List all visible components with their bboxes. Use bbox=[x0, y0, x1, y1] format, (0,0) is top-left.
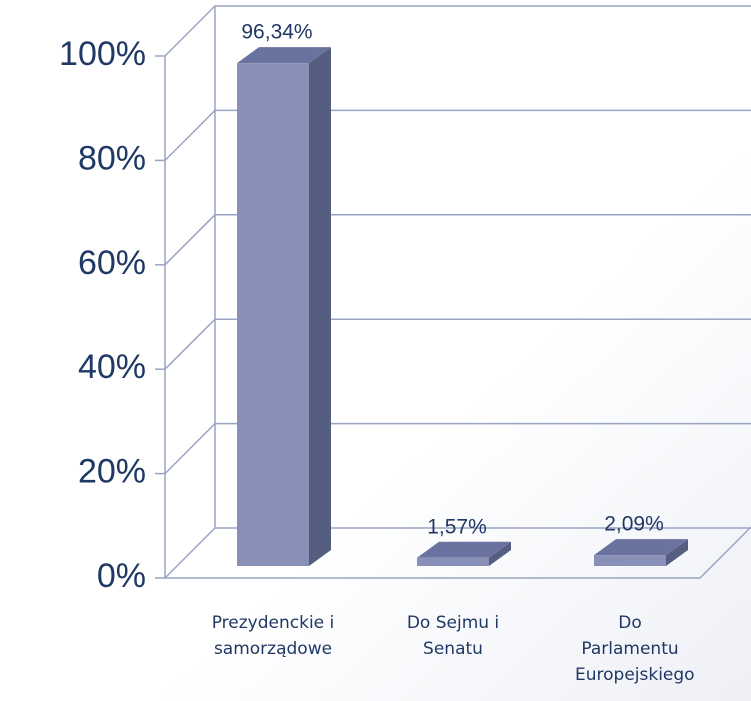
bar-top bbox=[417, 541, 511, 558]
grid-line bbox=[164, 318, 751, 370]
bar-side bbox=[309, 47, 331, 566]
x-tick-label-box: Do Sejmu i Senatu bbox=[406, 613, 500, 659]
value-label: 2,09% bbox=[604, 513, 664, 536]
grid-line bbox=[164, 214, 751, 266]
x-tick-label-box: Prezydenckie i samorządowe bbox=[211, 613, 335, 659]
y-tick-label: 60% bbox=[78, 244, 146, 282]
bar-front bbox=[237, 63, 309, 567]
bar-front bbox=[594, 555, 666, 566]
grid-line bbox=[164, 422, 751, 475]
x-tick-label: Prezydenckie i samorządowe bbox=[211, 613, 335, 659]
bar-front bbox=[417, 557, 489, 566]
bar bbox=[417, 541, 511, 566]
grid-line bbox=[164, 109, 751, 161]
y-tick-label: 100% bbox=[59, 35, 146, 73]
x-tick-label: Do Sejmu i Senatu bbox=[406, 613, 500, 659]
x-tick-label-box: Do Parlamentu Europejskiego bbox=[575, 613, 695, 685]
bar-side bbox=[489, 541, 511, 566]
floor-edge bbox=[165, 526, 751, 579]
value-label: 96,34% bbox=[241, 21, 312, 44]
bar-top bbox=[594, 539, 688, 556]
y-tick-label: 80% bbox=[78, 139, 146, 177]
bar-top bbox=[237, 47, 331, 64]
bar-side bbox=[666, 539, 688, 566]
y-tick-label: 0% bbox=[97, 557, 146, 595]
value-label: 1,57% bbox=[427, 515, 487, 538]
y-tick-label: 20% bbox=[78, 453, 146, 491]
x-tick-label: Do Parlamentu Europejskiego bbox=[575, 613, 695, 685]
y-tick-label: 40% bbox=[78, 348, 146, 386]
grid-line bbox=[164, 527, 751, 579]
grid-line bbox=[164, 5, 751, 57]
bar bbox=[237, 47, 331, 567]
bar bbox=[594, 539, 688, 566]
